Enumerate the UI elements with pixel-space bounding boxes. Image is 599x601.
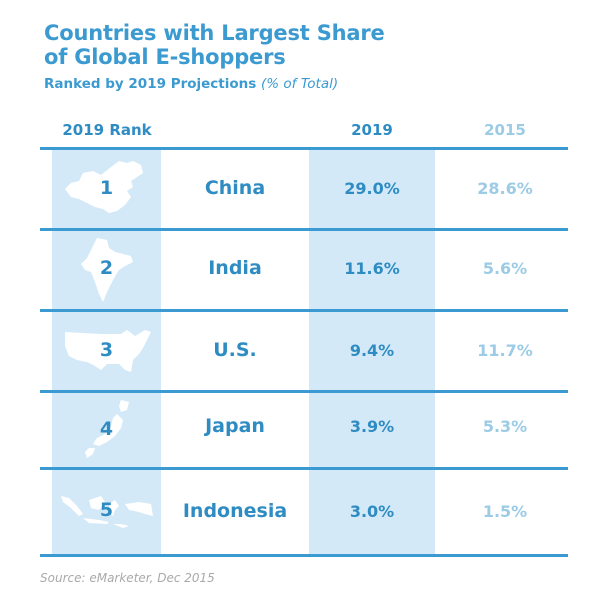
rank-number: 5	[99, 499, 114, 521]
value-2015: 5.3%	[482, 417, 528, 436]
india-map-icon	[56, 235, 158, 305]
country-name: Japan	[205, 415, 265, 437]
value-2019: 11.6%	[344, 259, 400, 278]
value-2015: 5.6%	[482, 259, 528, 278]
table-rule	[40, 390, 568, 393]
rank-number: 1	[99, 177, 114, 199]
country-name: India	[208, 257, 262, 279]
japan-map-icon	[56, 397, 158, 463]
rank-number: 3	[99, 339, 114, 361]
table-row: 1 China 29.0% 28.6%	[0, 150, 599, 228]
value-2015: 28.6%	[477, 179, 533, 198]
country-name: U.S.	[213, 339, 257, 361]
column-header-2019: 2019	[351, 121, 393, 139]
column-header-rank: 2019 Rank	[62, 121, 152, 139]
value-2019: 3.0%	[349, 502, 395, 521]
value-2019: 29.0%	[344, 179, 400, 198]
table-rule	[40, 228, 568, 231]
value-2015: 11.7%	[477, 341, 533, 360]
chart-title-line-1: Countries with Largest Share	[44, 21, 385, 45]
table-rule	[40, 147, 568, 150]
table-rule	[40, 467, 568, 470]
subtitle-unit: (% of Total)	[261, 76, 339, 92]
us-map-icon	[56, 320, 158, 382]
table-rule	[40, 309, 568, 312]
column-2019-band	[309, 149, 435, 555]
chart-title: Countries with Largest Share of Global E…	[44, 21, 385, 69]
source-note: Source: eMarketer, Dec 2015	[40, 571, 215, 585]
country-name: Indonesia	[182, 500, 288, 522]
value-2019: 9.4%	[349, 341, 395, 360]
table-row: 4 Japan 3.9% 5.3%	[0, 393, 599, 467]
rank-number: 2	[99, 257, 114, 279]
table-row: 5 Indonesia 3.0% 1.5%	[0, 470, 599, 554]
subtitle-main: Ranked by 2019 Projections	[44, 76, 257, 92]
chart-subtitle: Ranked by 2019 Projections (% of Total)	[44, 76, 338, 92]
column-header-2015: 2015	[484, 121, 526, 139]
value-2019: 3.9%	[349, 417, 395, 436]
table-rule	[40, 554, 568, 557]
country-name: China	[204, 177, 266, 199]
china-map-icon	[56, 156, 158, 222]
indonesia-map-icon	[56, 484, 158, 540]
chart-title-line-2: of Global E-shoppers	[44, 45, 286, 69]
table-row: 2 India 11.6% 5.6%	[0, 231, 599, 309]
table-row: 3 U.S. 9.4% 11.7%	[0, 312, 599, 390]
value-2015: 1.5%	[482, 502, 528, 521]
rank-number: 4	[99, 418, 114, 440]
